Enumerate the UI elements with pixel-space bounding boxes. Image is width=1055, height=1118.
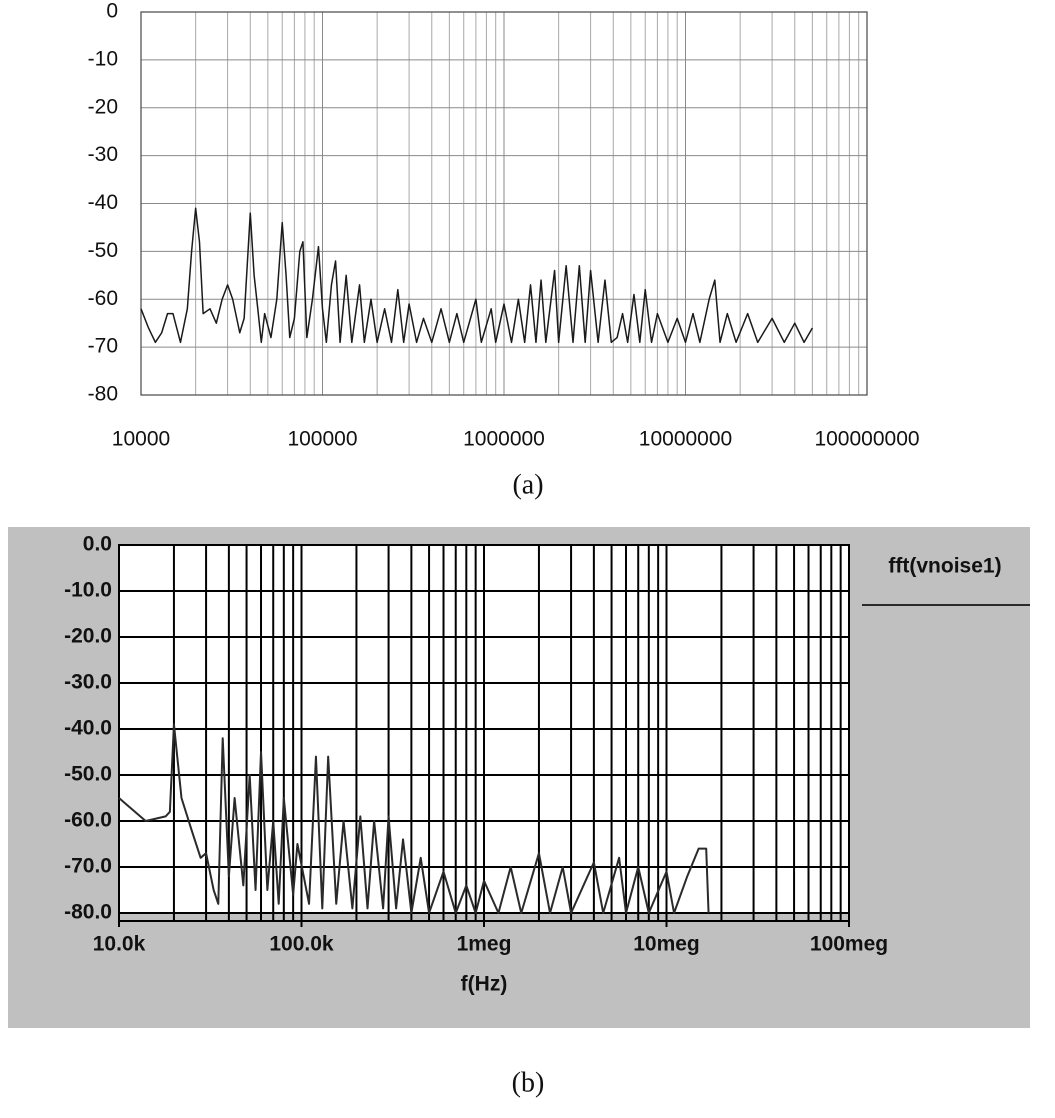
- y-tick-label: -30: [88, 143, 118, 166]
- y-tick-label: -40.0: [64, 717, 112, 740]
- y-tick-label: -50.0: [64, 763, 112, 786]
- y-tick-label: -20: [88, 95, 118, 118]
- y-tick-label: -20.0: [64, 625, 112, 648]
- x-tick-label: 100000: [287, 428, 357, 451]
- y-tick-label: -10.0: [64, 579, 112, 602]
- x-tick-label: 100.0k: [269, 933, 334, 956]
- plot-frame: [118, 544, 850, 914]
- x-tick-label: 100000000: [814, 428, 919, 451]
- y-tick-label: 0: [106, 0, 118, 23]
- legend-label: fft(vnoise1): [888, 555, 1001, 578]
- y-tick-label: -30.0: [64, 671, 112, 694]
- x-tick-label: 10000000: [639, 428, 732, 451]
- x-tick-label: 10meg: [633, 933, 700, 956]
- x-tick-label: 100meg: [810, 933, 888, 956]
- plot-frame: [140, 11, 868, 396]
- y-tick-label: -70: [88, 335, 118, 358]
- x-tick-label: 1meg: [457, 933, 512, 956]
- y-tick-label: 0.0: [83, 533, 112, 556]
- series-line: [118, 723, 710, 914]
- y-tick-label: -10: [88, 47, 118, 70]
- series-line: [140, 207, 814, 344]
- caption: (b): [512, 1067, 545, 1098]
- caption: (a): [512, 469, 543, 500]
- y-tick-label: -80.0: [64, 901, 112, 924]
- y-tick-label: -60: [88, 287, 118, 310]
- x-tick-label: 10.0k: [93, 933, 146, 956]
- x-tick-label: 1000000: [463, 428, 545, 451]
- y-tick-label: -50: [88, 239, 118, 262]
- y-tick-label: -40: [88, 191, 118, 214]
- x-axis-label: f(Hz): [461, 973, 508, 996]
- y-tick-label: -70.0: [64, 855, 112, 878]
- x-tick-label: 10000: [112, 428, 170, 451]
- y-tick-label: -60.0: [64, 809, 112, 832]
- y-tick-label: -80: [88, 383, 118, 406]
